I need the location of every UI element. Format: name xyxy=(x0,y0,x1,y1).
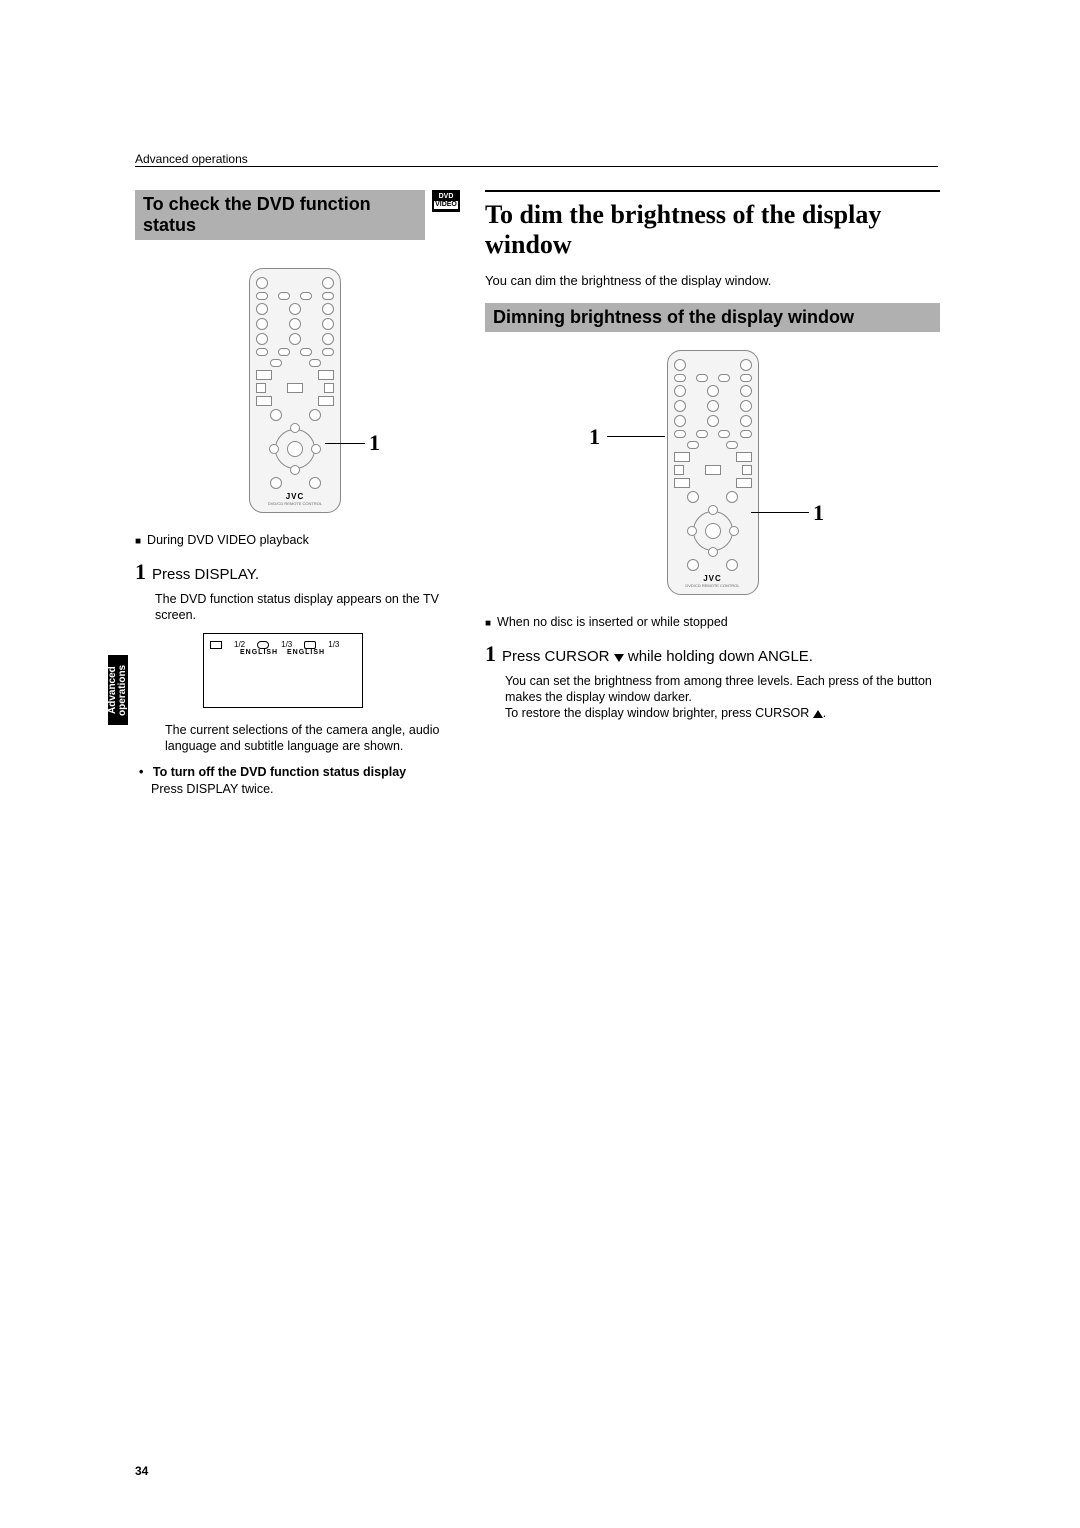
step-instruction: Press CURSOR while holding down ANGLE. xyxy=(502,648,813,665)
step-instruction: Press DISPLAY. xyxy=(152,566,259,583)
intro-text: You can dim the brightness of the displa… xyxy=(485,272,940,289)
step-1-body-left: The DVD function status display appears … xyxy=(155,591,455,623)
cursor-down-icon xyxy=(614,654,624,662)
main-heading: To dim the brightness of the display win… xyxy=(485,200,940,260)
camera-icon xyxy=(210,641,222,649)
subtitle-icon xyxy=(304,641,316,649)
callout-1-right-b: 1 xyxy=(813,500,824,526)
step-1-body-right: You can set the brightness from among th… xyxy=(505,673,940,721)
remote-illustration-left: JVC DVD/CD REMOTE CONTROL 1 xyxy=(135,268,455,513)
audio-icon xyxy=(257,641,269,649)
status-caption: The current selections of the camera ang… xyxy=(165,722,455,754)
header-rule xyxy=(135,166,938,167)
remote-control-icon: JVC DVD/CD REMOTE CONTROL xyxy=(667,350,759,595)
note-turn-off: To turn off the DVD function status disp… xyxy=(151,764,455,798)
h1-rule xyxy=(485,190,940,192)
header-breadcrumb: Advanced operations xyxy=(135,152,248,166)
remote-illustration-right: JVC DVD/CD REMOTE CONTROL 1 1 xyxy=(485,350,940,595)
callout-1-right-a: 1 xyxy=(589,424,600,450)
precondition-left: During DVD VIDEO playback xyxy=(135,533,455,547)
remote-control-icon: JVC DVD/CD REMOTE CONTROL xyxy=(249,268,341,513)
page: Advanced operations Advanced operations … xyxy=(0,0,1080,1528)
side-tab: Advanced operations xyxy=(108,655,128,725)
step-number: 1 xyxy=(135,559,146,585)
dvd-video-badge-icon: DVD VIDEO xyxy=(432,190,460,212)
jvc-logo: JVC xyxy=(256,492,334,501)
right-column: To dim the brightness of the display win… xyxy=(485,190,940,731)
callout-1-left: 1 xyxy=(369,430,380,456)
step-1-right: 1 Press CURSOR while holding down ANGLE. xyxy=(485,641,940,667)
left-column: To check the DVD function status xyxy=(135,190,455,798)
step-number: 1 xyxy=(485,641,496,667)
jvc-logo: JVC xyxy=(674,574,752,583)
step-1-left: 1 Press DISPLAY. xyxy=(135,559,455,585)
cursor-up-icon xyxy=(813,710,823,718)
section-bar-check-dvd: To check the DVD function status xyxy=(135,190,425,240)
subsection-bar-dimming: Dimning brightness of the display window xyxy=(485,303,940,332)
precondition-right: When no disc is inserted or while stoppe… xyxy=(485,615,940,629)
page-number: 34 xyxy=(135,1464,148,1478)
status-display-box: 1/2 1/3 1/3 ENGLISH ENGLISH xyxy=(203,633,363,708)
